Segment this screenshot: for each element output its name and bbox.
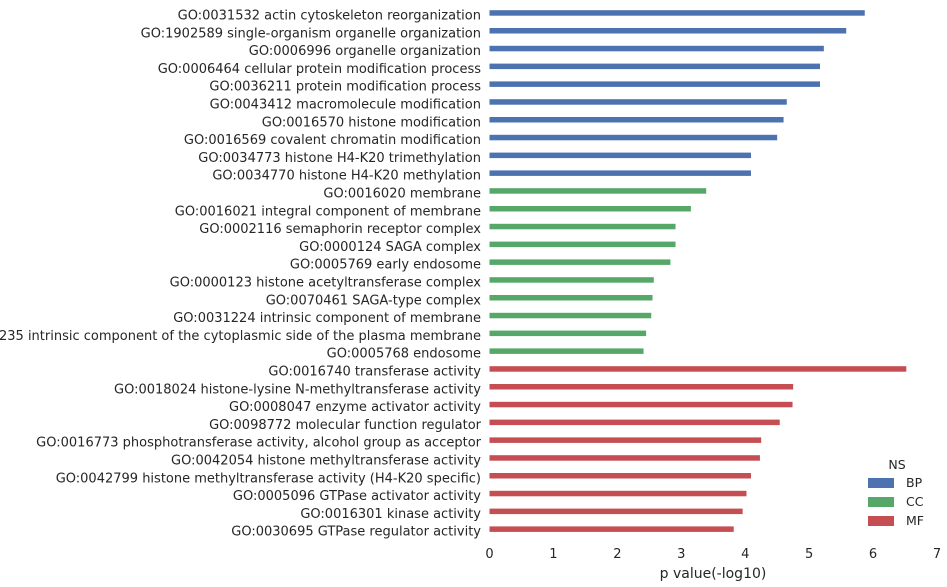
bar-18 (489, 312, 652, 319)
category-label-6: GO:0043412 macromolecule modification (210, 98, 481, 113)
bar-4 (489, 63, 821, 70)
bar-12 (489, 206, 691, 212)
category-label-14: GO:0000124 SAGA complex (299, 240, 481, 255)
category-label-16: GO:0000123 histone acetyltransferase com… (170, 276, 482, 291)
category-label-8: GO:0016569 covalent chromatin modificati… (184, 133, 481, 148)
bars-group (489, 10, 907, 532)
category-label-9: GO:0034773 histone H4-K20 trimethylation (198, 151, 481, 166)
category-label-5: GO:0036211 protein modification process (209, 80, 481, 95)
category-label-10: GO:0034770 histone H4-K20 methylation (212, 169, 481, 184)
bar-28 (489, 490, 747, 497)
category-label-26: GO:0042054 histone methyltransferase act… (171, 454, 481, 469)
x-tick-label-6: 6 (869, 547, 877, 562)
category-label-20: GO:0005768 endosome (327, 347, 481, 362)
category-label-23: GO:0008047 enzyme activator activity (229, 400, 481, 415)
legend-swatch-bp (868, 478, 894, 488)
x-tick-label-5: 5 (805, 547, 813, 562)
bar-20 (489, 348, 644, 354)
bar-15 (489, 259, 671, 265)
legend-label-bp: BP (906, 475, 923, 490)
category-label-25: GO:0016773 phosphotransferase activity, … (36, 436, 481, 451)
category-label-17: GO:0070461 SAGA-type complex (266, 293, 482, 308)
bar-22 (489, 384, 794, 390)
category-label-12: GO:0016021 integral component of membran… (175, 204, 481, 219)
bar-11 (489, 188, 707, 194)
x-tick-label-7: 7 (933, 547, 941, 562)
category-label-22: GO:0018024 histone-lysine N-methyltransf… (114, 382, 481, 397)
x-tick-label-1: 1 (549, 547, 557, 562)
x-tick-label-4: 4 (741, 547, 749, 562)
bar-10 (489, 170, 751, 176)
x-tick-label-0: 0 (485, 547, 493, 562)
category-label-7: GO:0016570 histone modification (262, 115, 481, 130)
bar-26 (489, 455, 760, 461)
bar-23 (489, 401, 793, 408)
bar-2 (489, 28, 847, 34)
category-label-13: GO:0002116 semaphorin receptor complex (199, 222, 481, 237)
legend-swatch-cc (868, 497, 894, 507)
bar-13 (489, 223, 676, 230)
x-axis-ticks-group: 0 1 2 3 4 5 6 7 (485, 547, 941, 562)
category-label-18: GO:0031224 intrinsic component of membra… (173, 311, 481, 326)
bar-29 (489, 508, 743, 515)
category-labels-group: GO:0031532 actin cytoskeleton reorganiza… (0, 9, 482, 540)
category-label-2: GO:1902589 single-organism organelle org… (141, 26, 481, 41)
bar-16 (489, 277, 654, 283)
category-label-28: GO:0005096 GTPase activator activity (233, 489, 481, 504)
legend-label-cc: CC (906, 494, 924, 509)
bar-14 (489, 241, 676, 248)
x-axis-title: p value(-log10) (660, 566, 767, 582)
legend-title: NS (888, 457, 905, 472)
category-label-27: GO:0042799 histone methyltransferase act… (56, 471, 481, 486)
legend-swatch-mf (868, 516, 894, 526)
category-label-21: GO:0016740 transferase activity (268, 365, 481, 380)
bar-21 (489, 366, 907, 372)
legend: NS BP CC MF (868, 457, 924, 528)
bar-24 (489, 419, 780, 426)
x-tick-label-3: 3 (677, 547, 685, 562)
bar-25 (489, 437, 762, 443)
category-label-11: GO:0016020 membrane (323, 187, 481, 202)
bar-19 (489, 330, 647, 337)
category-label-29: GO:0016301 kinase activity (300, 507, 481, 522)
bar-1 (489, 10, 865, 16)
bar-6 (489, 99, 787, 105)
category-label-15: GO:0005769 early endosome (290, 258, 481, 273)
legend-label-mf: MF (906, 513, 924, 528)
bar-9 (489, 152, 751, 159)
category-label-4: GO:0006464 cellular protein modification… (158, 62, 481, 77)
bar-30 (489, 526, 734, 532)
bar-17 (489, 295, 653, 301)
bar-27 (489, 473, 751, 479)
category-label-3: GO:0006996 organelle organization (249, 44, 481, 59)
bar-5 (489, 81, 821, 87)
bar-8 (489, 134, 778, 141)
x-tick-label-2: 2 (613, 547, 621, 562)
bar-7 (489, 117, 784, 123)
bar-3 (489, 45, 824, 52)
category-label-24: GO:0098772 molecular function regulator (209, 418, 482, 433)
category-label-1: GO:0031532 actin cytoskeleton reorganiza… (178, 9, 481, 24)
category-label-30: GO:0030695 GTPase regulator activity (231, 525, 481, 540)
category-label-19: GO:0031235 intrinsic component of the cy… (0, 329, 481, 344)
